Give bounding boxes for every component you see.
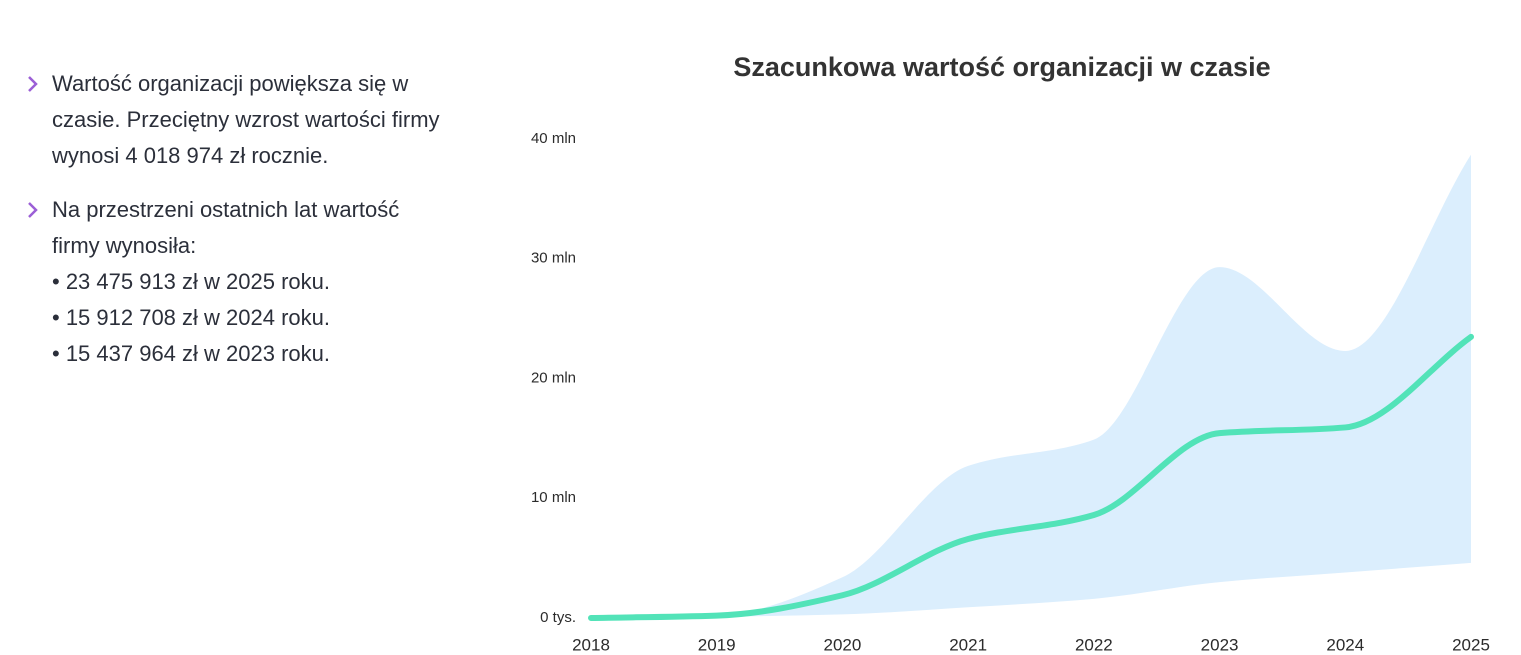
bullet-item: Na przestrzeni ostatnich lat wartość fir… [0, 192, 442, 372]
x-tick-label: 2018 [572, 635, 610, 654]
chart-title: Szacunkowa wartość organizacji w czasie [733, 52, 1270, 82]
x-tick-label: 2025 [1452, 635, 1490, 654]
x-tick-label: 2019 [698, 635, 736, 654]
confidence-band [591, 154, 1471, 618]
sub-bullet: • 15 912 708 zł w 2024 roku. [52, 305, 330, 330]
bullet-text: Na przestrzeni ostatnich lat wartość fir… [52, 197, 400, 258]
y-tick-label: 10 mln [531, 489, 576, 506]
y-tick-label: 0 tys. [540, 609, 576, 626]
y-tick-label: 30 mln [531, 250, 576, 267]
x-tick-label: 2023 [1201, 635, 1239, 654]
y-tick-label: 40 mln [531, 130, 576, 147]
sub-bullet: • 23 475 913 zł w 2025 roku. [52, 269, 330, 294]
x-tick-label: 2020 [824, 635, 862, 654]
chevron [28, 202, 38, 218]
sub-bullet: • 15 437 964 zł w 2023 roku. [52, 341, 330, 366]
x-tick-label: 2024 [1326, 635, 1364, 654]
bullet-item: Wartość organizacji powiększa się w czas… [0, 66, 442, 174]
y-tick-label: 20 mln [531, 369, 576, 386]
x-tick-label: 2021 [949, 635, 987, 654]
line [588, 333, 1474, 621]
chevron [28, 76, 38, 92]
text-panel: Wartość organizacji powiększa się w czas… [0, 66, 470, 390]
x-tick-label: 2022 [1075, 635, 1113, 654]
bullet-text: Wartość organizacji powiększa się w czas… [52, 71, 440, 168]
